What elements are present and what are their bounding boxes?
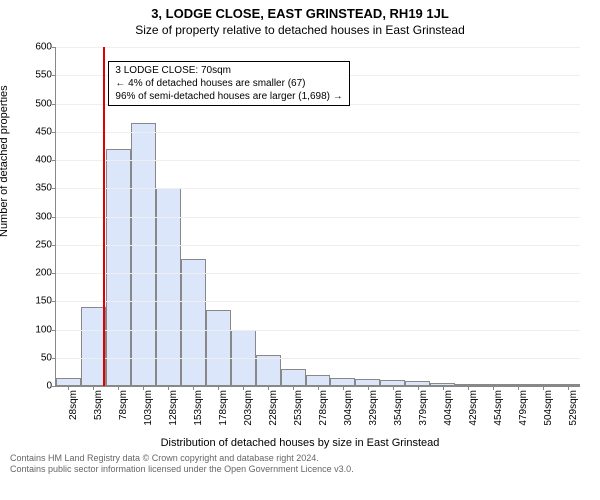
x-tick-label: 354sqm xyxy=(393,390,404,426)
x-tick: 354sqm xyxy=(380,386,405,436)
x-tick-label: 178sqm xyxy=(218,390,229,426)
histogram-bar xyxy=(156,188,181,386)
x-tick: 529sqm xyxy=(555,386,580,436)
gridline xyxy=(56,330,580,331)
chart-container: Number of detached properties 28sqm 53sqm… xyxy=(0,37,600,437)
histogram-bar xyxy=(306,375,331,386)
gridline xyxy=(56,217,580,218)
x-tick: 329sqm xyxy=(355,386,380,436)
x-tick-label: 429sqm xyxy=(468,390,479,426)
x-tick: 228sqm xyxy=(256,386,281,436)
histogram-bar xyxy=(181,259,206,386)
annot-line-2: ← 4% of detached houses are smaller (67) xyxy=(115,77,342,90)
x-tick-label: 479sqm xyxy=(518,390,529,426)
gridline xyxy=(56,245,580,246)
x-tick: 379sqm xyxy=(405,386,430,436)
gridline xyxy=(56,358,580,359)
footer-text: Contains HM Land Registry data © Crown c… xyxy=(10,453,590,475)
x-tick: 278sqm xyxy=(306,386,331,436)
gridline xyxy=(56,160,580,161)
x-tick: 253sqm xyxy=(281,386,306,436)
reference-line xyxy=(103,47,105,386)
x-tick-label: 28sqm xyxy=(68,390,79,420)
y-tick-label: 0 xyxy=(46,381,56,392)
x-tick-label: 253sqm xyxy=(293,390,304,426)
x-tick: 479sqm xyxy=(505,386,530,436)
footer-line-1: Contains HM Land Registry data © Crown c… xyxy=(10,453,590,464)
histogram-bar xyxy=(206,310,231,386)
x-tick-label: 278sqm xyxy=(318,390,329,426)
x-tick: 429sqm xyxy=(455,386,480,436)
annot-line-1: 3 LODGE CLOSE: 70sqm xyxy=(115,64,342,77)
x-tick: 504sqm xyxy=(530,386,555,436)
x-tick-label: 78sqm xyxy=(118,390,129,420)
histogram-bar xyxy=(281,369,306,386)
x-tick: 404sqm xyxy=(430,386,455,436)
x-tick: 28sqm xyxy=(56,386,81,436)
x-tick: 454sqm xyxy=(480,386,505,436)
gridline xyxy=(56,47,580,48)
histogram-bar xyxy=(131,123,156,386)
x-tick: 103sqm xyxy=(131,386,156,436)
x-tick: 178sqm xyxy=(206,386,231,436)
page-subtitle: Size of property relative to detached ho… xyxy=(0,23,600,37)
x-tick-label: 228sqm xyxy=(268,390,279,426)
x-tick: 304sqm xyxy=(330,386,355,436)
gridline xyxy=(56,188,580,189)
x-tick: 53sqm xyxy=(81,386,106,436)
y-tick-label: 350 xyxy=(35,183,56,194)
annotation-box: 3 LODGE CLOSE: 70sqm← 4% of detached hou… xyxy=(108,61,349,106)
y-tick-label: 550 xyxy=(35,70,56,81)
gridline xyxy=(56,301,580,302)
y-tick-label: 50 xyxy=(41,352,56,363)
x-ticks-group: 28sqm 53sqm 78sqm 103sqm 128sqm 153sqm 178sqm 2… xyxy=(56,386,580,436)
x-tick: 128sqm xyxy=(156,386,181,436)
histogram-bar xyxy=(56,378,81,386)
x-tick-label: 329sqm xyxy=(368,390,379,426)
footer-line-2: Contains public sector information licen… xyxy=(10,464,590,475)
x-axis-label: Distribution of detached houses by size … xyxy=(0,437,600,449)
histogram-bar xyxy=(81,307,106,386)
y-tick-label: 500 xyxy=(35,98,56,109)
gridline xyxy=(56,273,580,274)
y-tick-label: 150 xyxy=(35,296,56,307)
y-tick-label: 250 xyxy=(35,239,56,250)
x-tick-label: 529sqm xyxy=(568,390,579,426)
page-title: 3, LODGE CLOSE, EAST GRINSTEAD, RH19 1JL xyxy=(0,6,600,21)
x-tick-label: 454sqm xyxy=(493,390,504,426)
x-tick-label: 153sqm xyxy=(193,390,204,426)
x-tick-label: 504sqm xyxy=(543,390,554,426)
x-tick-label: 379sqm xyxy=(418,390,429,426)
histogram-bar xyxy=(355,379,380,386)
annot-line-3: 96% of semi-detached houses are larger (… xyxy=(115,90,342,103)
histogram-bar xyxy=(330,378,355,386)
x-tick-label: 404sqm xyxy=(443,390,454,426)
x-tick-label: 128sqm xyxy=(168,390,179,426)
gridline xyxy=(56,132,580,133)
y-axis-label: Number of detached properties xyxy=(0,85,10,237)
y-tick-label: 300 xyxy=(35,211,56,222)
y-tick-label: 600 xyxy=(35,42,56,53)
y-tick-label: 200 xyxy=(35,268,56,279)
y-tick-label: 400 xyxy=(35,155,56,166)
x-tick: 78sqm xyxy=(106,386,131,436)
histogram-bar xyxy=(106,149,131,386)
y-tick-label: 100 xyxy=(35,324,56,335)
x-tick-label: 304sqm xyxy=(343,390,354,426)
y-tick-label: 450 xyxy=(35,126,56,137)
x-tick-label: 103sqm xyxy=(143,390,154,426)
x-tick: 153sqm xyxy=(181,386,206,436)
histogram-bar xyxy=(256,355,281,386)
x-tick: 203sqm xyxy=(231,386,256,436)
x-tick-label: 53sqm xyxy=(93,390,104,420)
x-tick-label: 203sqm xyxy=(243,390,254,426)
plot-area: 28sqm53sqm78sqm103sqm128sqm153sqm178sqm2… xyxy=(55,47,580,387)
